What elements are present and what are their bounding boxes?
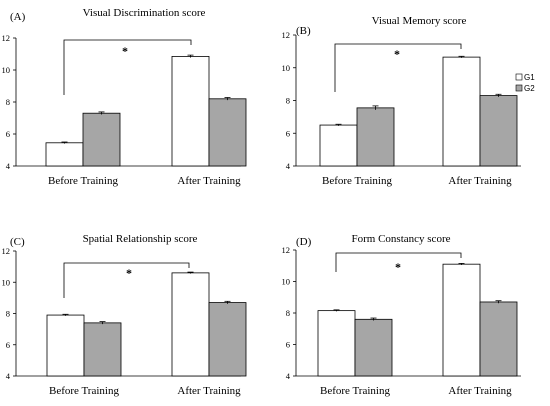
significance-bracket (63, 262, 190, 298)
y-tick-label: 6 (6, 340, 10, 350)
x-category-label: After Training (448, 385, 512, 397)
bar-g2-after (479, 301, 518, 377)
x-category-label: After Training (177, 175, 241, 187)
significance-star: * (395, 260, 401, 274)
bar-g2-after (208, 98, 247, 167)
chart-panel-c: (C) Spatial Relationship score 4 6 8 10 12 Befo… (2, 233, 247, 397)
bar-g1-before (319, 124, 358, 167)
y-tick-label: 12 (282, 245, 291, 255)
bar-g2-before (82, 112, 121, 167)
bar-g2-after (208, 302, 247, 377)
chart-panel-d: (D) Form Constancy score 4 6 8 10 12 Before Tra… (282, 233, 521, 397)
y-tick-label: 10 (282, 63, 291, 73)
y-tick-label: 6 (6, 129, 10, 139)
bar-g1-after (171, 56, 210, 167)
panel-label: (D) (296, 236, 312, 248)
bar-g1-before (46, 314, 85, 377)
x-category-label: After Training (448, 175, 512, 187)
bar-g2-after (479, 95, 518, 167)
x-category-label: Before Training (320, 385, 390, 397)
bar-g1-after (171, 272, 210, 377)
legend-swatch-g2 (515, 84, 523, 92)
chart-title: Form Constancy score (352, 233, 451, 245)
bar-g2-before (83, 322, 122, 377)
y-tick-label: 10 (2, 277, 11, 287)
legend-label: G2 (524, 84, 535, 93)
y-tick-label: 12 (2, 246, 11, 256)
chart-panel-a: (A) Visual Discrimination score 4 6 8 10 12 Bef… (2, 7, 247, 187)
y-tick-label: 4 (286, 371, 291, 381)
panel-label: (C) (10, 236, 25, 248)
bar-g1-after (442, 263, 481, 377)
chart-title: Spatial Relationship score (83, 233, 198, 245)
y-tick-label: 12 (282, 30, 291, 40)
chart-title: Visual Memory score (372, 15, 467, 27)
panel-label: (B) (296, 25, 311, 37)
legend-label: G1 (524, 73, 535, 82)
y-tick-label: 4 (6, 371, 11, 381)
y-tick-label: 6 (286, 340, 290, 350)
y-tick-label: 12 (2, 33, 11, 43)
significance-bracket (334, 43, 462, 92)
significance-bracket (63, 39, 192, 95)
bar-g1-before (317, 310, 356, 377)
bar-g1-before (45, 142, 84, 167)
y-tick-label: 10 (282, 277, 291, 287)
y-tick-label: 8 (6, 309, 10, 319)
y-tick-label: 8 (286, 308, 290, 318)
legend-swatch-g1 (515, 73, 523, 81)
y-tick-label: 4 (286, 161, 291, 171)
x-category-label: Before Training (322, 175, 392, 187)
bar-g1-after (442, 56, 481, 167)
chart-title: Visual Discrimination score (83, 7, 206, 19)
y-tick-label: 8 (6, 97, 10, 107)
x-category-label: After Training (177, 385, 241, 397)
y-tick-label: 6 (286, 128, 290, 138)
y-tick-label: 4 (6, 161, 11, 171)
significance-star: * (122, 44, 128, 58)
bar-g2-before (356, 107, 395, 167)
x-category-label: Before Training (49, 385, 119, 397)
chart-panel-b: (B) Visual Memory score 4 6 8 10 12 Before Trai… (282, 15, 536, 187)
significance-bracket (335, 252, 462, 272)
y-tick-label: 10 (2, 65, 11, 75)
y-tick-label: 8 (286, 96, 290, 106)
significance-star: * (394, 47, 400, 61)
bar-g2-before (354, 318, 393, 377)
significance-star: * (126, 266, 132, 280)
panel-label: (A) (10, 11, 26, 23)
x-category-label: Before Training (48, 175, 118, 187)
